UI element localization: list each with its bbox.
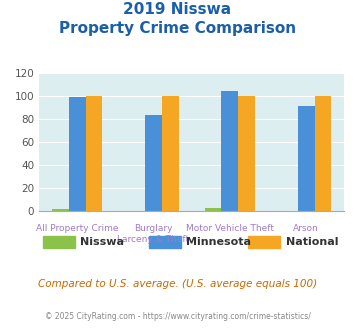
Bar: [162, 96, 179, 211]
Text: All Property Crime: All Property Crime: [36, 224, 119, 233]
Text: 2019 Nisswa: 2019 Nisswa: [124, 2, 231, 16]
Bar: [52, 209, 69, 211]
Bar: [238, 96, 255, 211]
Bar: [86, 96, 102, 211]
Bar: [145, 115, 162, 211]
Text: Motor Vehicle Theft: Motor Vehicle Theft: [186, 224, 274, 233]
Bar: [298, 106, 315, 211]
Text: © 2025 CityRating.com - https://www.cityrating.com/crime-statistics/: © 2025 CityRating.com - https://www.city…: [45, 312, 310, 321]
Bar: [315, 96, 331, 211]
Text: National: National: [286, 237, 338, 247]
Text: Nisswa: Nisswa: [80, 237, 124, 247]
Bar: [69, 97, 86, 211]
Text: Minnesota: Minnesota: [186, 237, 251, 247]
Text: Arson: Arson: [293, 224, 319, 233]
Text: Compared to U.S. average. (U.S. average equals 100): Compared to U.S. average. (U.S. average …: [38, 279, 317, 289]
Bar: [222, 91, 238, 211]
Text: Burglary
Larceny & Theft: Burglary Larceny & Theft: [118, 224, 190, 244]
Text: Property Crime Comparison: Property Crime Comparison: [59, 21, 296, 36]
Bar: [205, 208, 222, 211]
